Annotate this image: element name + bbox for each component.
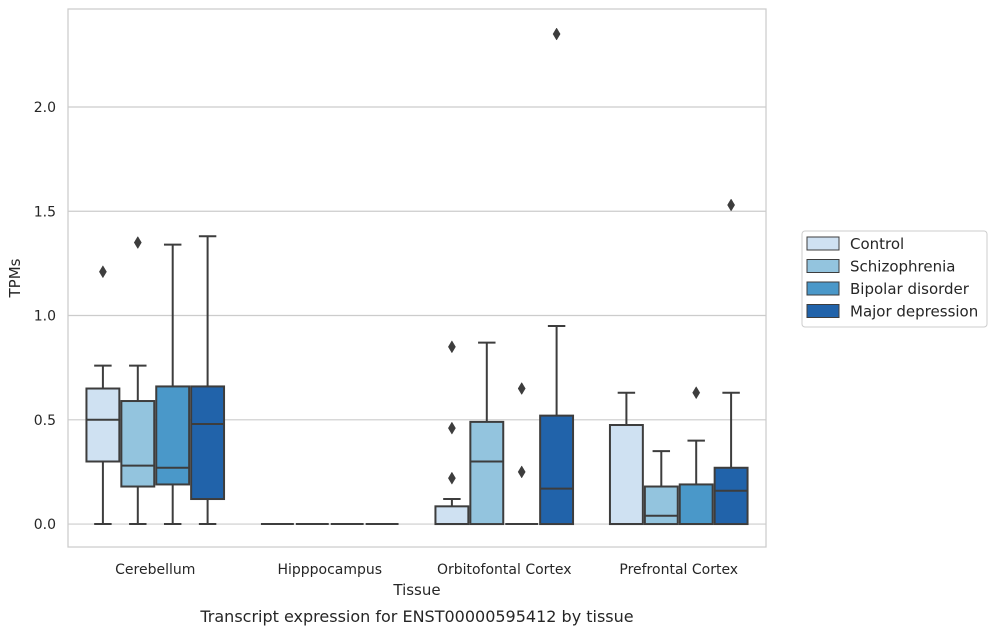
plot-frame [67, 8, 767, 548]
outlier-marker [692, 386, 701, 400]
x-tick-label: Orbitofontal Cortex [437, 562, 572, 578]
y-tick-label: 0.5 [34, 413, 56, 429]
outlier-marker [517, 465, 526, 479]
x-tick-label: Hipppocampus [277, 562, 382, 578]
box-major-depression [190, 235, 226, 526]
legend-swatch [806, 281, 840, 296]
box-major-depression [539, 27, 575, 526]
outlier-marker [133, 236, 142, 250]
legend-label: Schizophrenia [850, 258, 955, 276]
y-tick-label: 1.0 [34, 309, 56, 325]
box-iqr [190, 385, 226, 501]
x-tick-labels: Cerebellum Hipppocampus Orbitofontal Corte… [115, 562, 738, 578]
box-bipolar-disorder [678, 386, 714, 526]
box-control [434, 340, 470, 526]
box-iqr [120, 400, 156, 488]
box-iqr [434, 505, 470, 526]
box-iqr [608, 424, 644, 526]
box-control [608, 391, 644, 526]
legend-swatch [806, 259, 840, 273]
y-tick-label: 0.0 [34, 517, 56, 533]
y-tick-labels: 0.0 0.5 1.0 1.5 2.0 [34, 100, 56, 533]
legend: Control Schizophrenia Bipolar disorder Majo… [801, 230, 988, 328]
outlier-marker [552, 27, 561, 41]
legend-frame [801, 230, 988, 328]
outlier-marker [727, 198, 735, 212]
outlier-marker [99, 265, 107, 279]
legend-label: Major depression [850, 303, 978, 321]
box-iqr [469, 420, 505, 526]
box-schizophrenia [643, 450, 679, 526]
box-plots [85, 27, 749, 526]
legend-swatch [806, 236, 840, 251]
x-tick-label: Cerebellum [115, 562, 195, 578]
x-tick-label: Prefrontal Cortex [619, 562, 738, 578]
legend-swatch [806, 304, 840, 318]
box-control [85, 265, 121, 526]
box-iqr [678, 483, 714, 526]
box-major-depression [713, 198, 749, 526]
y-axis-label: TPMs [6, 258, 24, 298]
box-iqr [713, 466, 749, 526]
box-bipolar-disorder [155, 243, 191, 526]
outlier-marker [448, 421, 456, 435]
x-axis-label: Tissue [392, 581, 440, 599]
outlier-marker [448, 340, 456, 354]
box-iqr [85, 387, 121, 463]
y-tick-label: 1.5 [34, 204, 56, 220]
outlier-marker [448, 471, 456, 485]
box-schizophrenia [120, 236, 156, 526]
box-bipolar-disorder [505, 382, 539, 526]
box-iqr [155, 385, 191, 486]
box-iqr [643, 485, 679, 526]
outlier-marker [517, 382, 526, 396]
legend-label: Bipolar disorder [850, 280, 970, 298]
chart-caption: Transcript expression for ENST0000059541… [199, 607, 633, 626]
legend-label: Control [850, 235, 904, 253]
y-tick-label: 2.0 [34, 100, 56, 116]
box-iqr [539, 414, 575, 526]
box-schizophrenia [469, 341, 505, 526]
